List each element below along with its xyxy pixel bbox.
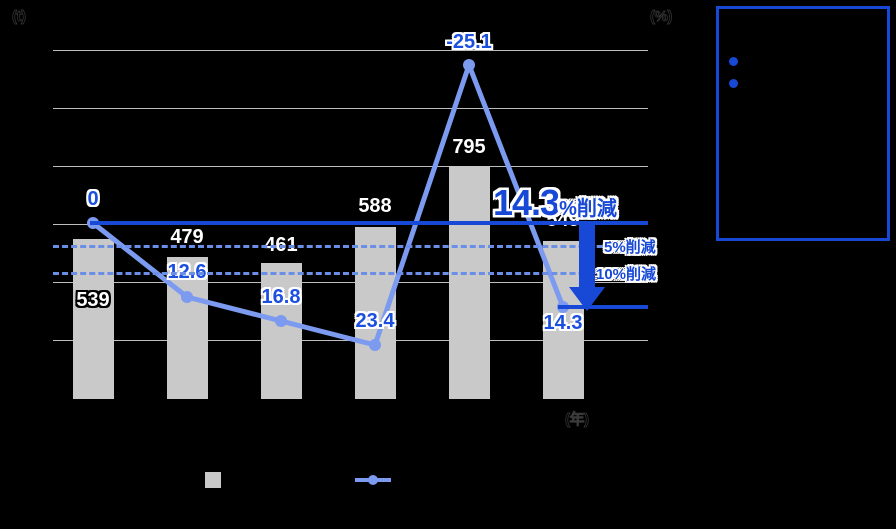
bar-5 bbox=[449, 166, 490, 399]
legend-item-bar[interactable]: 排出量 bbox=[205, 470, 271, 490]
bar-2 bbox=[167, 257, 208, 399]
chart-legend: 排出量 削減率 bbox=[0, 462, 660, 498]
legend-label-line: 削減率 bbox=[399, 472, 441, 488]
line-value-label: 0 bbox=[87, 188, 99, 210]
baseline-reference-line bbox=[90, 221, 648, 225]
y-axis-left-unit: (t) bbox=[12, 8, 27, 26]
reduction-callout-value: 14.3 bbox=[493, 182, 560, 223]
reduction-callout: 14.3%削減 bbox=[493, 182, 617, 224]
line-value-label: 14.3 bbox=[543, 312, 583, 334]
legend-line-swatch-icon bbox=[355, 472, 391, 488]
bar-3 bbox=[261, 263, 302, 399]
gridline bbox=[53, 166, 648, 167]
reference-label-5pct: 5%削減 bbox=[604, 239, 656, 256]
legend-bar-swatch-icon bbox=[205, 472, 221, 488]
note-panel-list bbox=[729, 53, 885, 88]
x-axis-unit: (年) bbox=[565, 411, 590, 429]
bar-4 bbox=[355, 227, 396, 399]
gridline bbox=[53, 108, 648, 109]
note-panel bbox=[716, 6, 890, 241]
gridline bbox=[53, 282, 648, 283]
line-marker bbox=[275, 315, 287, 327]
line-value-label: 23.4 bbox=[355, 310, 395, 332]
reduction-arrow-icon bbox=[569, 221, 605, 311]
line-series bbox=[87, 59, 569, 351]
y-axis-right-unit: (%) bbox=[650, 8, 673, 26]
bar-value-label: 795 bbox=[452, 136, 486, 158]
line-value-label: 16.8 bbox=[261, 286, 301, 308]
plot-area: 539 479 461 588 795 549 0 12.6 16.8 23.4… bbox=[53, 14, 656, 399]
line-marker bbox=[369, 339, 381, 351]
legend-label-bar: 排出量 bbox=[229, 472, 271, 488]
reduction-callout-suffix: %削減 bbox=[559, 198, 617, 220]
reference-line-10pct bbox=[53, 272, 648, 275]
line-marker bbox=[181, 291, 193, 303]
reference-label-10pct: 10%削減 bbox=[596, 266, 657, 283]
target-reference-line bbox=[558, 305, 648, 309]
line-marker bbox=[463, 59, 475, 71]
bar-value-label: 479 bbox=[170, 226, 204, 248]
bar-1 bbox=[73, 239, 114, 399]
gridline bbox=[53, 50, 648, 51]
bar-value-label: 539 bbox=[76, 289, 110, 311]
legend-item-line[interactable]: 削減率 bbox=[355, 470, 441, 490]
bar-value-label: 588 bbox=[358, 195, 392, 217]
reference-line-5pct bbox=[53, 245, 648, 248]
line-path bbox=[90, 62, 566, 348]
bar-value-label: 549 bbox=[546, 209, 580, 231]
line-value-label: -25.1 bbox=[446, 31, 492, 53]
